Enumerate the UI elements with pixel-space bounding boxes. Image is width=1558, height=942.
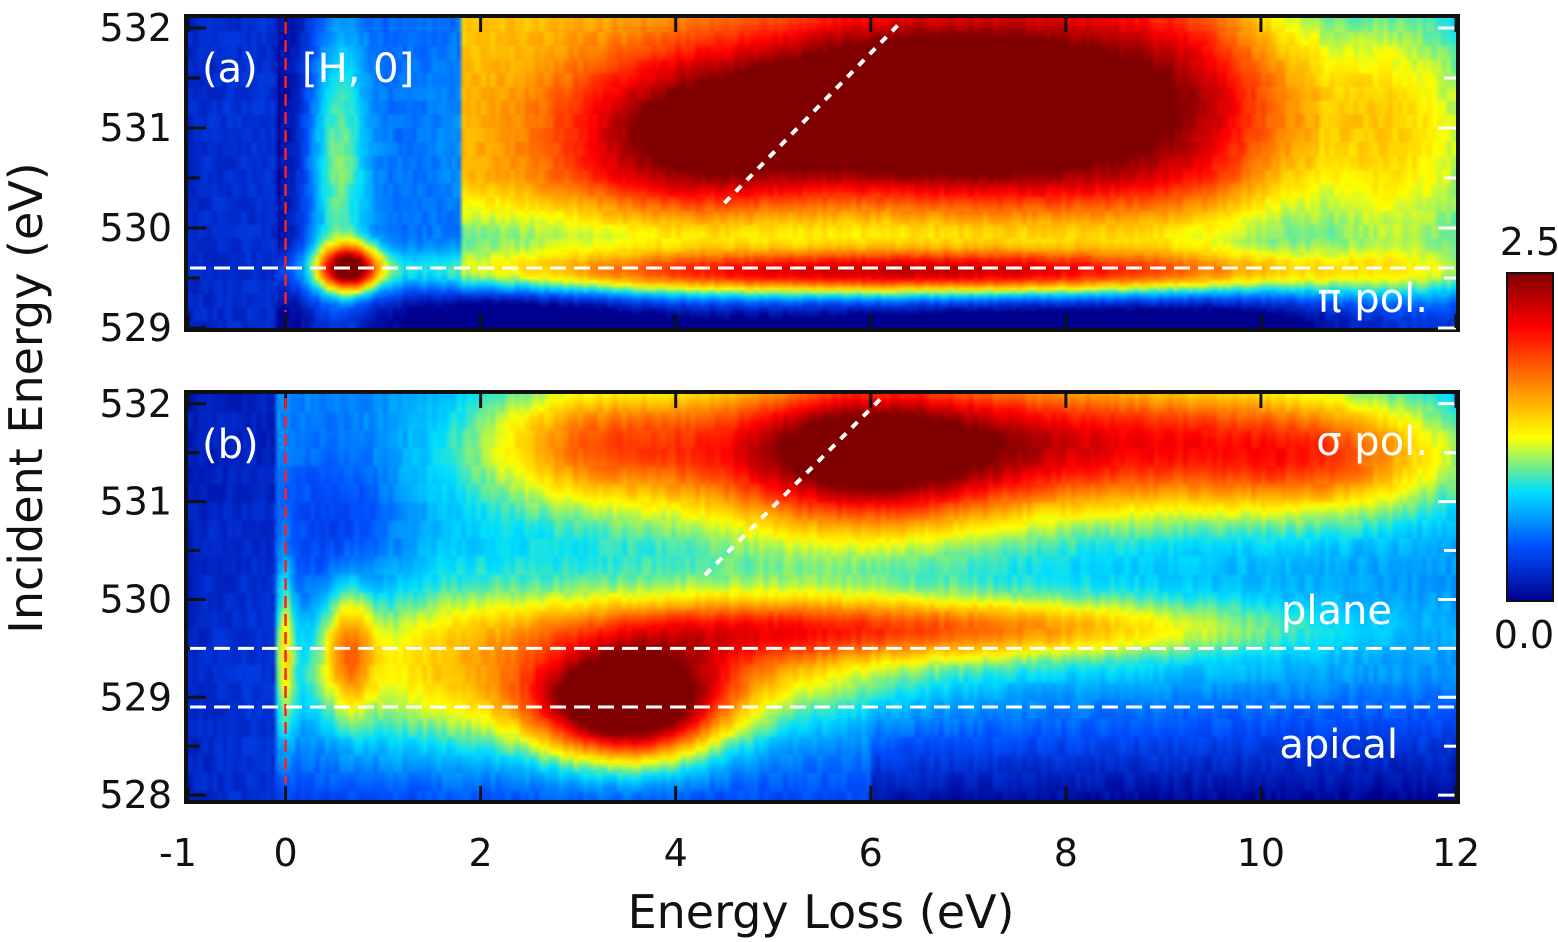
y-tick-label: 529 <box>99 675 172 719</box>
panel-a-ticks: 529 530 531 532 <box>99 6 1458 350</box>
panel-b-heatmap <box>188 394 1456 800</box>
colorbar-max-label: 2.5 <box>1500 220 1558 264</box>
y-tick-label: 530 <box>99 206 172 250</box>
panel-b-label: (b) <box>202 422 259 468</box>
x-axis: -1 0 2 4 6 8 10 12 <box>159 831 1480 875</box>
x-tick-label: 12 <box>1432 831 1480 875</box>
y-tick-label: 530 <box>99 577 172 621</box>
y-tick-label: 532 <box>99 6 172 50</box>
x-tick-label: 10 <box>1237 831 1285 875</box>
panel-b: 528 529 530 531 532 (b) σ pol. plane apical <box>99 382 1460 817</box>
x-tick-label: 2 <box>469 831 493 875</box>
colorbar-min-label: 0.0 <box>1494 613 1554 657</box>
panel-b-overlay <box>190 397 1456 784</box>
x-tick-label: 8 <box>1054 831 1078 875</box>
panel-a-label: (a) <box>202 46 258 92</box>
y-tick-label: 531 <box>99 106 172 150</box>
panel-a-overlay <box>190 21 1456 312</box>
panel-b-plane-label: plane <box>1281 588 1392 634</box>
panel-a: 529 530 531 532 (a) [H, 0] π pol. <box>99 6 1460 350</box>
colorbar-gradient <box>1506 272 1554 602</box>
dispersion-line <box>723 21 902 205</box>
panel-b-ticks: 528 529 530 531 532 <box>99 382 1458 817</box>
panel-a-polarization: π pol. <box>1318 276 1429 322</box>
x-tick-label: 6 <box>859 831 883 875</box>
y-axis-title: Incident Energy (eV) <box>0 162 53 633</box>
panel-a-heatmap <box>188 18 1456 328</box>
panel-b-polarization: σ pol. <box>1316 419 1428 465</box>
y-tick-label: 531 <box>99 480 172 524</box>
panel-b-apical-label: apical <box>1279 722 1398 768</box>
panel-a-q-label: [H, 0] <box>302 46 414 92</box>
panel-a-frame <box>184 14 1460 332</box>
y-tick-label: 532 <box>99 382 172 426</box>
y-tick-label: 528 <box>99 773 172 817</box>
colorbar: 2.5 0.0 <box>1494 220 1558 657</box>
x-tick-label: -1 <box>159 831 197 875</box>
x-axis-title: Energy Loss (eV) <box>628 885 1015 939</box>
y-tick-label: 529 <box>99 306 172 350</box>
x-tick-label: 0 <box>273 831 297 875</box>
x-tick-label: 4 <box>664 831 688 875</box>
panel-b-frame <box>184 390 1460 804</box>
